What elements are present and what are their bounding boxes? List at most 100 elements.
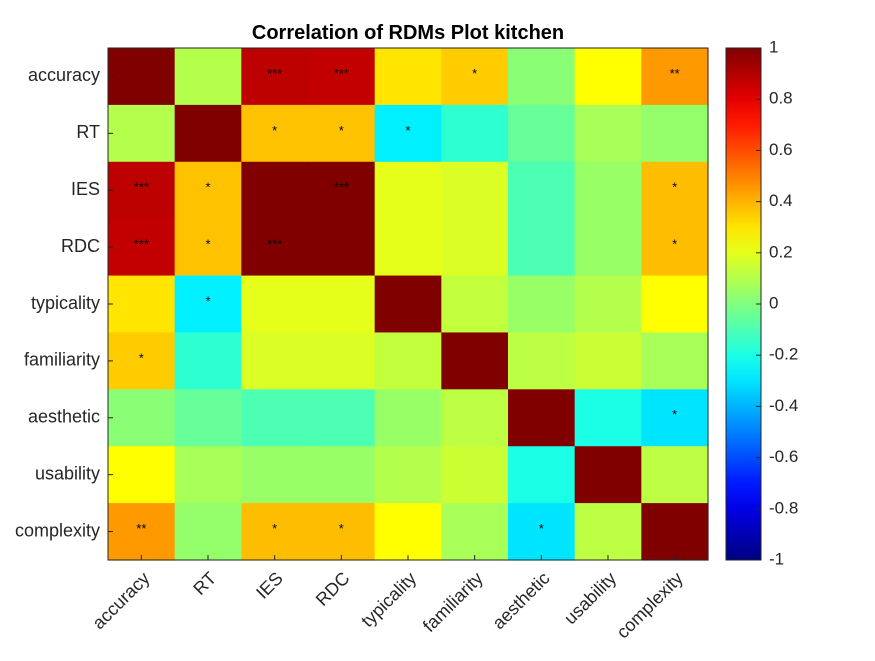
cell-complexity-complexity — [641, 503, 709, 561]
cell-usability-complexity — [641, 446, 709, 504]
cell-typicality-familiarity — [441, 275, 509, 334]
cell-rt-accuracy — [108, 104, 176, 163]
x-tick-label-rdc: RDC — [312, 568, 354, 610]
significance-ies-rdc: *** — [334, 180, 349, 195]
cell-ies-complexity — [641, 161, 709, 220]
cell-rt-familiarity — [441, 104, 509, 163]
significance-rdc-complexity: * — [672, 237, 677, 252]
cell-familiarity-aesthetic — [508, 332, 576, 390]
cell-accuracy-rt — [174, 48, 242, 106]
cell-typicality-typicality — [374, 275, 442, 334]
cell-rt-rt — [174, 104, 242, 163]
y-tick-label-typicality: typicality — [31, 293, 100, 313]
cell-familiarity-typicality — [374, 332, 442, 390]
cell-rt-aesthetic — [508, 104, 576, 163]
colorbar: 1 0.8 0.6 0.4 0.2 0 -0.2 -0.4 -0.6 -0.8 -1 — [725, 37, 798, 568]
cell-complexity-typicality — [374, 503, 442, 561]
cell-typicality-ies — [241, 275, 309, 334]
cell-usability-rdc — [308, 446, 376, 504]
cell-typicality-rdc — [308, 275, 376, 334]
colorbar-tick-label: -0.4 — [769, 396, 798, 415]
cell-aesthetic-ies — [241, 389, 309, 447]
colorbar-ticks: 1 0.8 0.6 0.4 0.2 0 -0.2 -0.4 -0.6 -0.8 -1 — [756, 37, 798, 568]
y-tick-label-complexity: complexity — [15, 520, 100, 540]
cell-aesthetic-typicality — [374, 389, 442, 447]
y-tick-label-accuracy: accuracy — [28, 65, 100, 85]
cell-complexity-rdc — [308, 503, 376, 561]
cell-aesthetic-accuracy — [108, 389, 176, 447]
significance-familiarity-accuracy: * — [139, 350, 144, 365]
cell-rt-ies — [241, 104, 309, 163]
significance-rdc-accuracy: *** — [134, 237, 149, 252]
significance-rt-ies: * — [272, 123, 277, 138]
cell-ies-rt — [174, 161, 242, 220]
cell-aesthetic-aesthetic — [508, 389, 576, 447]
colorbar-tick-label: 0.6 — [769, 140, 793, 159]
cell-familiarity-rt — [174, 332, 242, 390]
y-tick-label-familiarity: familiarity — [24, 350, 100, 370]
significance-complexity-aesthetic: * — [539, 521, 544, 536]
significance-ies-complexity: * — [672, 180, 677, 195]
y-tick-label-rdc: RDC — [61, 236, 100, 256]
cell-rdc-usability — [574, 218, 642, 277]
cell-complexity-aesthetic — [508, 503, 576, 561]
cell-ies-rdc — [308, 161, 376, 220]
cell-typicality-aesthetic — [508, 275, 576, 334]
significance-typicality-rt: * — [205, 293, 210, 308]
cell-usability-rt — [174, 446, 242, 504]
significance-ies-rt: * — [205, 180, 210, 195]
cell-ies-usability — [574, 161, 642, 220]
x-tick-label-usability: usability — [560, 568, 620, 628]
cell-aesthetic-usability — [574, 389, 642, 447]
cell-accuracy-accuracy — [108, 48, 176, 106]
x-tick-label-ies: IES — [252, 568, 287, 603]
cell-aesthetic-rdc — [308, 389, 376, 447]
significance-accuracy-rdc: *** — [334, 66, 349, 81]
cell-aesthetic-rt — [174, 389, 242, 447]
colorbar-tick-label: -0.2 — [769, 345, 798, 364]
cell-rt-complexity — [641, 104, 709, 163]
cell-usability-ies — [241, 446, 309, 504]
y-tick-label-usability: usability — [35, 463, 100, 483]
significance-rdc-ies: *** — [267, 237, 282, 252]
cell-accuracy-rdc — [308, 48, 376, 106]
axes-frame — [107, 47, 709, 561]
cell-accuracy-ies — [241, 48, 309, 106]
cell-usability-aesthetic — [508, 446, 576, 504]
cell-rdc-ies — [241, 218, 309, 277]
cell-accuracy-aesthetic — [508, 48, 576, 106]
significance-markers: *** *** * *** * **** * *** **** * *** ****** * * * — [134, 66, 680, 536]
significance-complexity-accuracy: ** — [136, 521, 146, 536]
cell-complexity-familiarity — [441, 503, 509, 561]
x-tick-label-aesthetic: aesthetic — [488, 568, 553, 633]
significance-aesthetic-complexity: * — [672, 407, 677, 422]
cell-familiarity-usability — [574, 332, 642, 390]
cell-rdc-complexity — [641, 218, 709, 277]
cell-complexity-rt — [174, 503, 242, 561]
significance-rt-rdc: * — [339, 123, 344, 138]
cell-complexity-accuracy — [108, 503, 176, 561]
cell-usability-usability — [574, 446, 642, 504]
significance-rdc-rt: * — [205, 237, 210, 252]
x-tick-label-accuracy: accuracy — [88, 568, 153, 633]
colorbar-tick-label: 0.4 — [769, 191, 793, 210]
cell-complexity-usability — [574, 503, 642, 561]
cell-ies-familiarity — [441, 161, 509, 220]
cell-ies-typicality — [374, 161, 442, 220]
cell-ies-ies — [241, 161, 309, 220]
colorbar-tick-label: 0 — [769, 293, 778, 312]
cell-ies-aesthetic — [508, 161, 576, 220]
cell-accuracy-complexity — [641, 48, 709, 106]
cell-accuracy-typicality — [374, 48, 442, 106]
cell-typicality-accuracy — [108, 275, 176, 334]
significance-complexity-ies: * — [272, 521, 277, 536]
cell-accuracy-usability — [574, 48, 642, 106]
cell-rt-rdc — [308, 104, 376, 163]
colorbar-tick-label: -0.8 — [769, 498, 798, 517]
colorbar-tick-label: 0.2 — [769, 242, 793, 261]
chart-title: Correlation of RDMs Plot kitchen — [252, 22, 564, 44]
cell-typicality-complexity — [641, 275, 709, 334]
cell-rdc-rt — [174, 218, 242, 277]
